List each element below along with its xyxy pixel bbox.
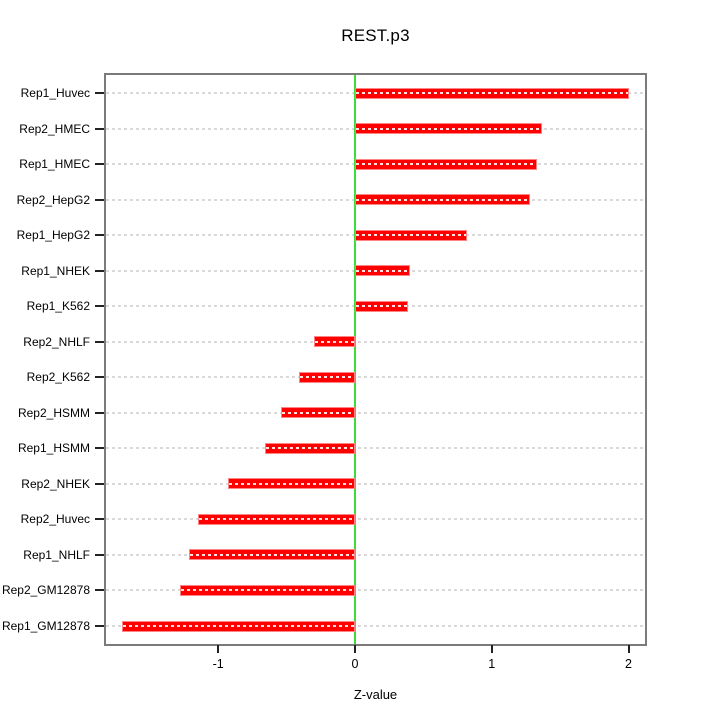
chart-title: REST.p3 bbox=[341, 26, 410, 45]
y-tick bbox=[95, 198, 104, 201]
x-tick bbox=[627, 645, 630, 653]
bar bbox=[313, 336, 355, 348]
gridline bbox=[106, 482, 643, 485]
bar bbox=[354, 300, 409, 312]
bar-dash-pattern bbox=[123, 625, 354, 627]
y-tick bbox=[95, 411, 104, 414]
y-tick bbox=[95, 482, 104, 485]
y-tick bbox=[95, 305, 104, 308]
y-axis-label: Rep2_NHLF bbox=[23, 334, 90, 349]
y-tick bbox=[95, 92, 104, 94]
x-tick bbox=[490, 645, 493, 653]
x-tick bbox=[353, 645, 356, 653]
y-axis-label: Rep2_Huvec bbox=[20, 512, 90, 527]
bar bbox=[354, 265, 410, 277]
y-axis-label: Rep1_K562 bbox=[26, 299, 90, 314]
bar bbox=[264, 442, 355, 454]
bar-dash-pattern bbox=[355, 163, 536, 166]
bar bbox=[122, 620, 355, 632]
bar bbox=[354, 194, 531, 206]
y-tick bbox=[95, 447, 104, 450]
y-axis-label: Rep2_HepG2 bbox=[16, 192, 90, 207]
y-tick bbox=[95, 127, 104, 130]
y-tick bbox=[95, 625, 104, 627]
bar bbox=[197, 513, 355, 525]
y-axis-label: Rep2_NHEK bbox=[21, 476, 90, 491]
bar-dash-pattern bbox=[299, 376, 354, 379]
y-tick bbox=[95, 553, 104, 556]
gridline bbox=[106, 340, 643, 343]
x-tick-label: -1 bbox=[212, 657, 224, 671]
y-axis-label: Rep1_NHLF bbox=[23, 547, 90, 562]
gridline bbox=[106, 553, 643, 556]
x-axis-label: Z-value bbox=[353, 687, 398, 702]
bar-dash-pattern bbox=[355, 198, 530, 201]
bar-dash-pattern bbox=[190, 553, 354, 556]
bar-dash-pattern bbox=[198, 518, 354, 521]
x-tick-label: 1 bbox=[488, 657, 496, 671]
y-axis-label: Rep1_HMEC bbox=[19, 157, 90, 172]
bar bbox=[298, 371, 355, 383]
y-axis-label: Rep2_K562 bbox=[26, 370, 90, 385]
gridline bbox=[106, 625, 643, 627]
y-tick bbox=[95, 518, 104, 521]
y-axis-label: Rep2_HSMM bbox=[17, 405, 90, 420]
y-axis-label: Rep1_NHEK bbox=[21, 263, 90, 278]
y-tick bbox=[95, 340, 104, 343]
bar-dash-pattern bbox=[355, 234, 467, 237]
bar bbox=[354, 229, 468, 241]
bar-dash-pattern bbox=[228, 482, 354, 485]
gridline bbox=[106, 376, 643, 379]
y-tick bbox=[95, 376, 104, 379]
bar-dash-pattern bbox=[282, 411, 354, 414]
gridline bbox=[106, 447, 643, 450]
bar-dash-pattern bbox=[355, 269, 409, 272]
y-axis-label: Rep1_Huvec bbox=[20, 86, 90, 100]
bar-dash-pattern bbox=[180, 589, 354, 592]
bar-dash-pattern bbox=[265, 447, 354, 450]
bar bbox=[354, 87, 629, 99]
bar-dash-pattern bbox=[355, 305, 408, 308]
y-axis-label: Rep2_HMEC bbox=[19, 121, 90, 136]
bar bbox=[189, 549, 355, 561]
y-axis-label: Rep1_HepG2 bbox=[16, 228, 90, 243]
y-tick bbox=[95, 234, 104, 237]
bar bbox=[354, 158, 537, 170]
y-tick bbox=[95, 163, 104, 166]
y-tick bbox=[95, 269, 104, 272]
bar bbox=[227, 478, 355, 490]
zero-line bbox=[353, 75, 356, 644]
gridline bbox=[106, 589, 643, 592]
bar-dash-pattern bbox=[314, 340, 354, 343]
bar bbox=[281, 407, 355, 419]
x-tick-label: 2 bbox=[625, 657, 632, 671]
y-axis-label: Rep1_GM12878 bbox=[1, 619, 90, 633]
x-tick bbox=[217, 645, 220, 653]
y-axis-label: Rep2_GM12878 bbox=[1, 583, 90, 598]
y-tick bbox=[95, 589, 104, 592]
gridline bbox=[106, 518, 643, 521]
bar-dash-pattern bbox=[355, 92, 628, 94]
bar bbox=[179, 584, 355, 596]
bar-dash-pattern bbox=[355, 127, 542, 130]
bar bbox=[354, 123, 543, 135]
x-tick-label: 0 bbox=[351, 657, 359, 671]
gridline bbox=[106, 411, 643, 414]
y-axis-label: Rep1_HSMM bbox=[17, 441, 90, 456]
